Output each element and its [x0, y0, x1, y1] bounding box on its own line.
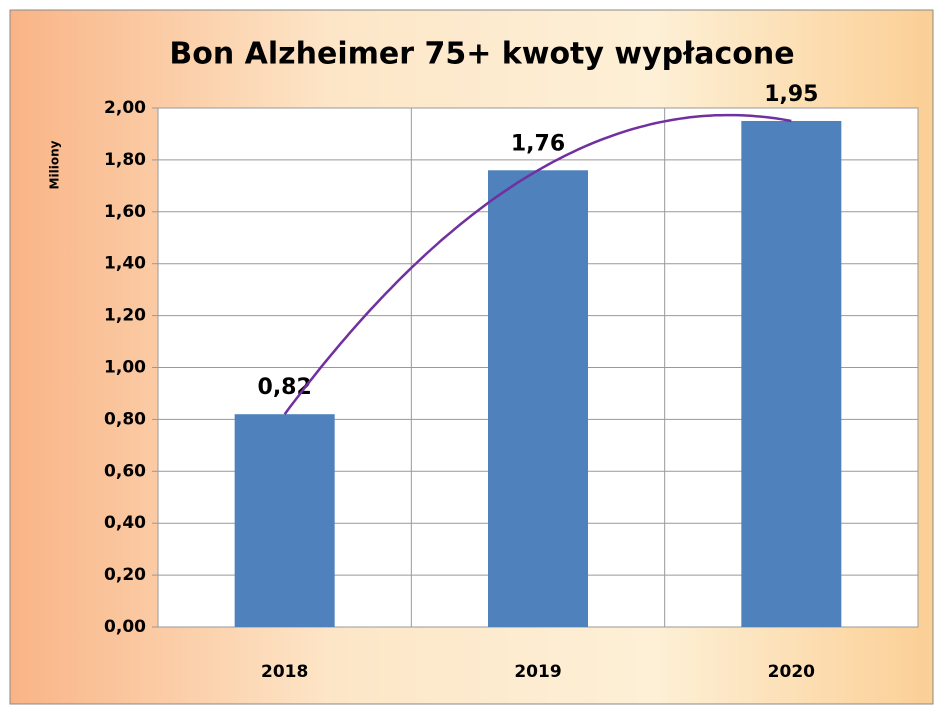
y-tick-label: 0,20: [104, 565, 146, 585]
bar: [234, 414, 335, 627]
y-tick-label: 1,40: [104, 254, 146, 274]
y-tick-label: 1,20: [104, 306, 146, 326]
data-label: 0,82: [258, 375, 312, 400]
x-tick-label: 2019: [514, 662, 561, 682]
x-tick-label: 2018: [261, 662, 308, 682]
bar: [741, 120, 842, 627]
y-tick-label: 1,00: [104, 358, 146, 378]
y-tick-label: 0,60: [104, 461, 146, 481]
bar: [488, 170, 588, 627]
y-tick-label: 0,40: [104, 513, 146, 533]
data-label: 1,76: [511, 131, 565, 156]
y-tick-label: 0,00: [104, 617, 146, 637]
x-tick-label: 2020: [768, 662, 815, 682]
y-axis-label: Miliony: [48, 140, 62, 189]
y-tick-label: 2,00: [104, 98, 146, 118]
y-tick-label: 0,80: [104, 409, 146, 429]
trendline: [283, 113, 792, 415]
data-label: 1,95: [764, 82, 818, 107]
y-tick-label: 1,80: [104, 150, 146, 170]
y-tick-label: 1,60: [104, 202, 146, 222]
chart-title: Bon Alzheimer 75+ kwoty wypłacone: [169, 37, 794, 72]
